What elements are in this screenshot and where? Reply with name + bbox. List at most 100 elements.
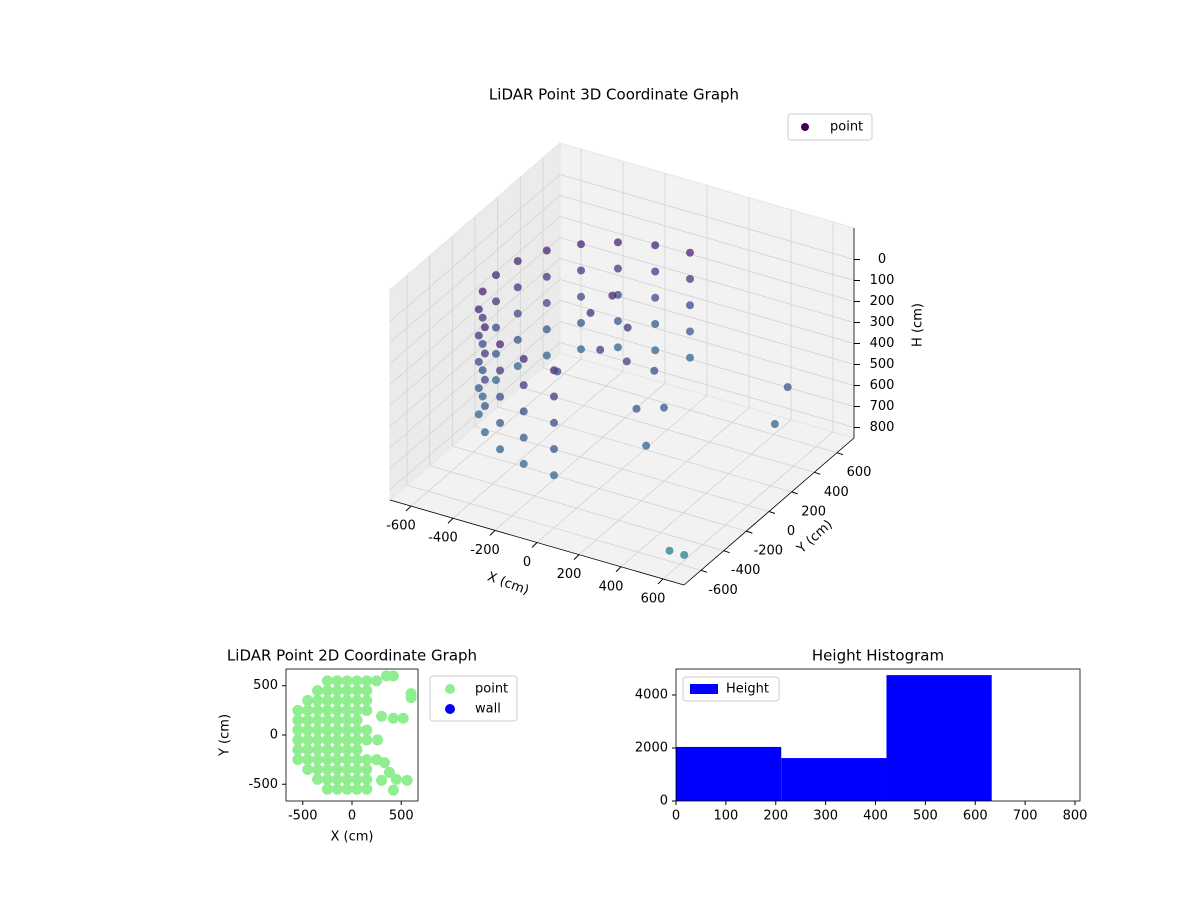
- data-point: [496, 340, 505, 349]
- data-point: [650, 366, 659, 375]
- data-point: [642, 441, 651, 450]
- grid-line: [559, 342, 855, 428]
- data-point: [351, 754, 363, 766]
- data-point: [651, 267, 660, 276]
- x-tick-label: 500: [389, 809, 414, 824]
- data-point: [686, 301, 694, 310]
- data-point: [651, 319, 660, 328]
- data-point: [351, 704, 363, 716]
- data-point: [622, 357, 631, 366]
- y-tick-label: 4000: [635, 687, 668, 702]
- y-tick-label: 600: [847, 465, 872, 480]
- x-axis: [389, 499, 685, 586]
- data-point: [321, 763, 333, 775]
- x-tick-label: 600: [963, 809, 988, 824]
- data-point: [613, 238, 622, 247]
- grid-line: [389, 342, 561, 490]
- data-point: [302, 724, 314, 736]
- data-point: [341, 754, 353, 766]
- x-tick-label: 600: [641, 591, 666, 606]
- data-point: [577, 318, 586, 327]
- data-point: [405, 692, 417, 704]
- data-point: [492, 323, 500, 332]
- x-tick-label: 300: [813, 809, 838, 824]
- data-point: [321, 695, 333, 707]
- data-point: [613, 343, 622, 352]
- data-point: [331, 685, 343, 697]
- data-point: [474, 305, 483, 314]
- data-point: [331, 744, 343, 756]
- data-point: [292, 744, 304, 756]
- data-point: [577, 240, 586, 249]
- x-tick-label: -600: [386, 519, 416, 534]
- data-point: [341, 675, 353, 687]
- legend-marker: [801, 123, 809, 131]
- data-point: [321, 724, 333, 736]
- grid-line: [389, 258, 561, 406]
- data-point: [542, 325, 551, 334]
- tick-mark: [615, 566, 622, 573]
- data-point: [351, 724, 363, 736]
- data-point: [312, 734, 324, 746]
- legend-marker: [445, 704, 455, 714]
- x-tick-label: 0: [672, 809, 680, 824]
- x-axis-label: X (cm): [331, 830, 374, 845]
- data-point: [341, 685, 353, 697]
- z-tick-label: 600: [870, 378, 895, 393]
- data-point: [680, 550, 689, 559]
- data-point: [351, 763, 363, 775]
- x-tick-label: 200: [763, 809, 788, 824]
- data-point: [686, 248, 694, 257]
- legend-label: wall: [475, 702, 501, 717]
- y-tick-label: 0: [787, 524, 795, 539]
- data-point: [513, 257, 522, 266]
- z-tick-label: 400: [870, 336, 895, 351]
- tick-mark: [489, 530, 496, 536]
- data-point: [519, 433, 528, 442]
- y-axis-label: Y (cm): [794, 517, 836, 557]
- grid-line: [452, 445, 747, 532]
- data-point: [341, 773, 353, 785]
- legend-label: point: [475, 682, 508, 697]
- y-tick-label: 500: [253, 678, 278, 693]
- chart-title: LiDAR Point 3D Coordinate Graph: [489, 86, 739, 104]
- z-tick-label: 100: [870, 273, 895, 288]
- data-point: [480, 402, 489, 411]
- legend-box: [682, 676, 780, 702]
- axes-frame: [675, 668, 1081, 802]
- legend-swatch: [690, 684, 718, 694]
- z-tick-label: 0: [878, 252, 886, 267]
- data-point: [312, 695, 324, 707]
- z-tick-label: 700: [870, 399, 895, 414]
- data-point: [397, 712, 409, 724]
- data-point: [361, 783, 373, 795]
- data-point: [474, 331, 483, 340]
- data-point: [331, 724, 343, 736]
- grid-line: [389, 195, 561, 343]
- data-point: [341, 724, 353, 736]
- grid-line: [542, 367, 838, 454]
- grid-line: [559, 321, 855, 407]
- data-point: [550, 445, 558, 454]
- data-point: [651, 346, 660, 355]
- data-point: [331, 675, 343, 687]
- data-point: [312, 763, 324, 775]
- data-point: [341, 695, 353, 707]
- data-point: [480, 323, 489, 332]
- data-point: [478, 366, 487, 375]
- legend-label: Height: [726, 682, 769, 697]
- y-tick-label: 0: [270, 728, 278, 743]
- x-tick-label: 700: [1013, 809, 1038, 824]
- data-point: [331, 734, 343, 746]
- data-point: [390, 773, 402, 785]
- data-point: [292, 704, 304, 716]
- data-point: [361, 704, 373, 716]
- data-point: [351, 734, 363, 746]
- data-point: [331, 773, 343, 785]
- data-point: [519, 407, 528, 416]
- data-point: [665, 546, 674, 555]
- x-tick-label: 400: [863, 809, 888, 824]
- data-point: [341, 714, 353, 726]
- data-point: [292, 734, 304, 746]
